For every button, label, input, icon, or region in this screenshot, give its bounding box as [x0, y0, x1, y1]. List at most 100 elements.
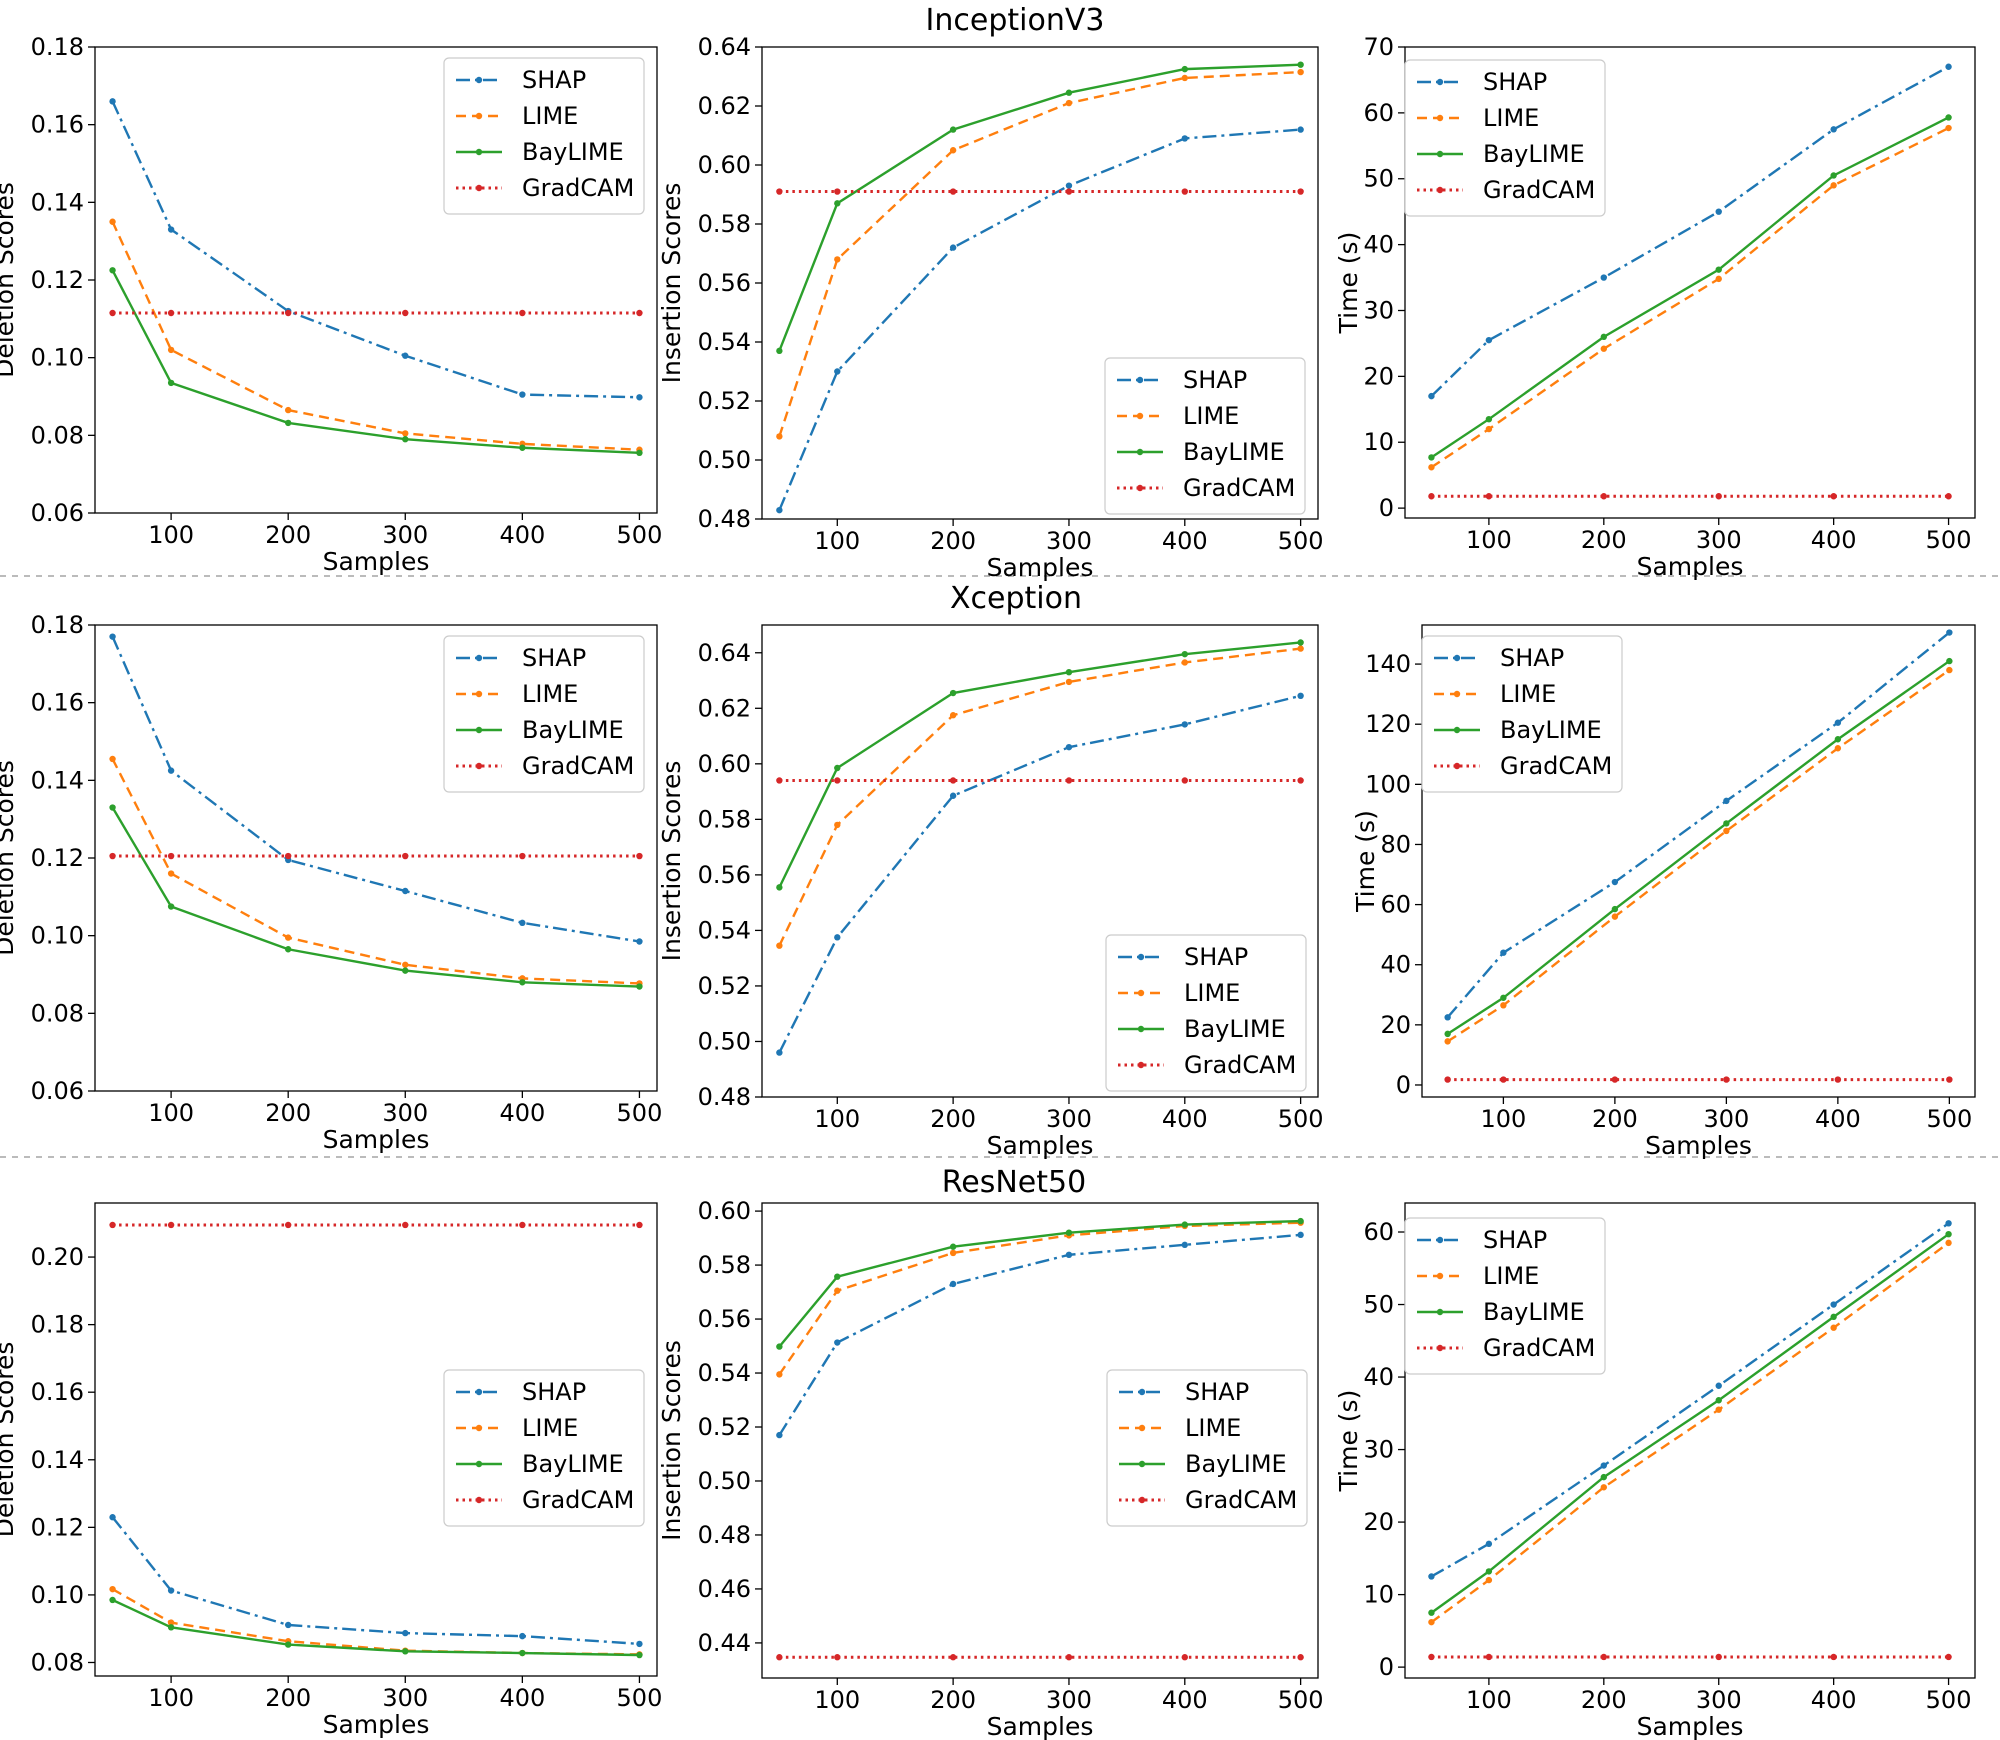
data-point-lime: [167, 1619, 175, 1626]
y-tick-label: 80: [1380, 830, 1411, 858]
data-point-shap: [1065, 1251, 1073, 1259]
legend-label-baylime: BayLIME: [1483, 1298, 1585, 1326]
data-point-gradcam: [1297, 188, 1304, 195]
y-tick-label: 0.52: [698, 972, 751, 1000]
data-point-gradcam: [949, 1654, 957, 1661]
x-tick-label: 200: [265, 521, 311, 549]
y-tick-label: 0.06: [31, 1077, 84, 1105]
y-tick-label: 0.60: [698, 1197, 751, 1225]
x-tick-label: 400: [499, 521, 545, 549]
panel-inceptionv3-insertion-scores: 100 200 300 400 500 0.48 0.50 0.52 0.54 0.56 0.58 0…: [657, 33, 1324, 582]
data-point-shap: [402, 1629, 409, 1637]
data-point-shap: [167, 226, 175, 233]
data-point-baylime: [1945, 1230, 1952, 1238]
data-point-shap: [1444, 1014, 1451, 1021]
data-point-lime: [949, 712, 957, 719]
y-tick-label: 120: [1365, 710, 1411, 738]
x-tick-label: 200: [265, 1099, 311, 1127]
data-point-gradcam: [167, 852, 175, 860]
data-point-baylime: [1500, 994, 1507, 1001]
x-axis-label: Samples: [323, 1710, 430, 1739]
data-point-baylime: [1611, 905, 1619, 913]
legend-label-shap: SHAP: [522, 644, 586, 672]
y-tick-label: 40: [1380, 951, 1411, 979]
data-point-gradcam: [284, 1221, 292, 1229]
x-tick-label: 200: [1581, 526, 1627, 554]
legend-label-shap: SHAP: [522, 1378, 586, 1406]
legend-box: [1421, 635, 1623, 793]
legend-label-shap: SHAP: [1483, 68, 1547, 96]
data-point-baylime: [636, 449, 643, 457]
y-tick-label: 10: [1363, 1581, 1394, 1609]
series-line-lime: [778, 647, 1301, 947]
panel-resnet50-time-s: 100 200 300 400 500 0 10 20 30 40 50 60 Samples Time …: [1334, 1202, 1976, 1740]
y-tick-label: 0.56: [698, 269, 751, 297]
y-tick-label: 20: [1363, 1508, 1394, 1536]
legend-box: [1404, 59, 1606, 217]
y-tick-label: 20: [1363, 362, 1394, 390]
data-point-gradcam: [1946, 1076, 1953, 1083]
data-point-shap: [1485, 336, 1493, 344]
y-tick-label: 0.10: [31, 1581, 84, 1609]
data-point-baylime: [402, 967, 409, 974]
data-point-gradcam: [1500, 1076, 1507, 1083]
data-point-baylime: [1715, 1397, 1722, 1404]
y-tick-label: 0.12: [31, 266, 84, 294]
data-point-lime: [776, 942, 783, 949]
y-tick-label: 0.60: [698, 750, 751, 778]
data-point-shap: [1946, 629, 1953, 636]
data-point-baylime: [1181, 650, 1188, 658]
data-point-baylime: [519, 979, 526, 986]
data-point-shap: [636, 938, 643, 945]
y-tick-label: 50: [1363, 165, 1394, 193]
y-tick-label: 0.50: [698, 1027, 751, 1055]
legend-marker-lime: [1453, 690, 1461, 698]
series-line-lime: [1446, 669, 1951, 1043]
y-tick-label: 50: [1363, 1291, 1394, 1319]
x-axis-label: Samples: [1637, 1712, 1744, 1740]
data-point-lime: [1946, 666, 1953, 674]
data-point-shap: [1830, 1301, 1837, 1308]
data-point-lime: [1830, 1324, 1837, 1331]
data-point-gradcam: [284, 852, 292, 860]
y-tick-label: 0.48: [698, 1521, 751, 1549]
y-tick-label: 140: [1365, 650, 1411, 678]
legend-label-lime: LIME: [1483, 1262, 1539, 1290]
data-point-shap: [834, 1339, 841, 1346]
legend-label-shap: SHAP: [1500, 644, 1564, 672]
legend-marker-lime: [1137, 989, 1145, 997]
data-point-gradcam: [519, 1221, 526, 1229]
x-tick-label: 200: [1592, 1105, 1638, 1133]
legend: SHAP LIME BayLIME GradCAM: [1404, 59, 1606, 217]
y-tick-label: 0.54: [698, 328, 751, 356]
data-point-lime: [284, 406, 292, 414]
data-point-shap: [636, 394, 643, 401]
legend-marker-shap: [475, 76, 483, 84]
data-point-lime: [834, 256, 841, 263]
data-point-lime: [949, 1249, 957, 1257]
data-point-baylime: [1297, 639, 1304, 646]
x-tick-label: 300: [1703, 1105, 1749, 1133]
y-axis-label: Insertion Scores: [657, 183, 686, 384]
y-tick-label: 0.50: [698, 446, 751, 474]
legend-marker-lime: [475, 112, 483, 120]
x-tick-label: 100: [1466, 1686, 1512, 1714]
x-tick-label: 400: [1811, 1686, 1857, 1714]
data-point-baylime: [1428, 1609, 1435, 1616]
legend-label-lime: LIME: [1483, 104, 1539, 132]
data-point-shap: [402, 887, 409, 895]
data-point-baylime: [1297, 61, 1304, 68]
data-point-lime: [1945, 124, 1952, 132]
data-point-gradcam: [1834, 1076, 1842, 1083]
data-point-gradcam: [1297, 777, 1304, 784]
data-point-baylime: [1485, 415, 1493, 423]
data-point-gradcam: [109, 309, 116, 317]
y-tick-label: 60: [1363, 99, 1394, 127]
data-point-lime: [1485, 425, 1493, 433]
data-point-gradcam: [636, 1221, 643, 1229]
data-point-lime: [1297, 645, 1304, 652]
y-axis-label: Deletion Scores: [0, 760, 19, 956]
legend-label-lime: LIME: [1184, 979, 1240, 1007]
data-point-baylime: [109, 1596, 116, 1604]
series-line-baylime: [778, 641, 1301, 888]
